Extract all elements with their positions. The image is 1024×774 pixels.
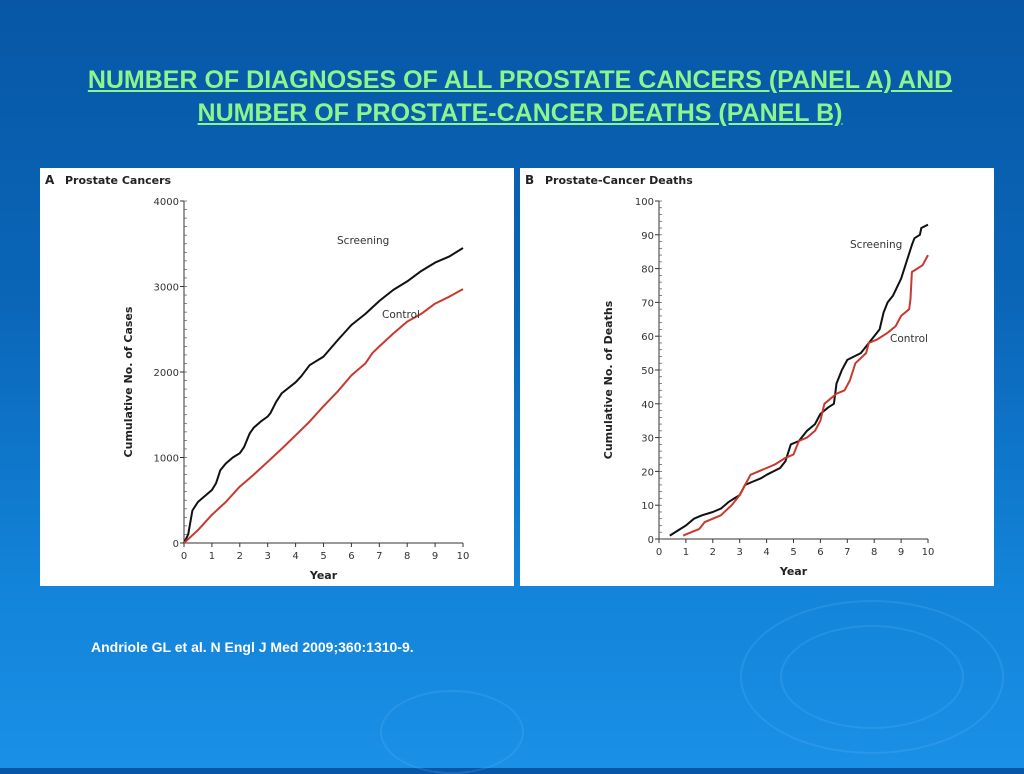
x-tick-label: 4 xyxy=(763,547,769,558)
y-axis-label: Cumulative No. of Cases xyxy=(122,306,135,457)
x-tick-label: 1 xyxy=(209,551,215,562)
series-label-control: Control xyxy=(382,309,420,321)
x-tick-label: 8 xyxy=(871,547,877,558)
decorative-ripple xyxy=(780,625,964,729)
x-tick-label: 2 xyxy=(237,551,243,562)
y-tick-label: 30 xyxy=(641,434,654,445)
y-tick-label: 20 xyxy=(641,467,654,478)
y-tick-label: 60 xyxy=(641,332,654,343)
series-line-control xyxy=(183,288,464,544)
panel-letter: B xyxy=(525,173,534,187)
y-tick-label: 10 xyxy=(641,501,654,512)
panel-letter: A xyxy=(45,173,55,187)
y-tick-label: 0 xyxy=(173,539,179,550)
series-line-control xyxy=(682,254,929,537)
x-tick-label: 9 xyxy=(432,551,438,562)
y-tick-label: 2000 xyxy=(154,368,179,379)
slide-title: NUMBER OF DIAGNOSES OF ALL PROSTATE CANC… xyxy=(20,64,1020,130)
x-axis-label: Year xyxy=(309,569,338,582)
x-tick-label: 7 xyxy=(376,551,382,562)
x-tick-label: 5 xyxy=(790,547,796,558)
x-tick-label: 1 xyxy=(683,547,689,558)
x-tick-label: 6 xyxy=(817,547,823,558)
chart-svg: B Prostate-Cancer Deaths01020304050607080… xyxy=(525,173,935,578)
series-label-control: Control xyxy=(890,333,928,345)
chart-title: Prostate Cancers xyxy=(65,174,172,187)
y-tick-label: 0 xyxy=(648,535,654,546)
x-tick-label: 0 xyxy=(656,547,662,558)
x-tick-label: 9 xyxy=(898,547,904,558)
x-axis-label: Year xyxy=(779,565,808,578)
x-tick-label: 5 xyxy=(320,551,326,562)
x-tick-label: 8 xyxy=(404,551,410,562)
y-axis-label: Cumulative No. of Deaths xyxy=(602,300,615,459)
y-tick-label: 90 xyxy=(641,231,654,242)
x-tick-label: 7 xyxy=(844,547,850,558)
series-line-screening xyxy=(183,247,464,544)
y-tick-label: 80 xyxy=(641,265,654,276)
slide-title-line-1: NUMBER OF DIAGNOSES OF ALL PROSTATE CANC… xyxy=(87,66,953,94)
series-line-screening xyxy=(669,223,929,537)
x-tick-label: 10 xyxy=(922,547,935,558)
y-tick-label: 50 xyxy=(641,366,654,377)
chart-title: Prostate-Cancer Deaths xyxy=(545,174,693,187)
y-tick-label: 3000 xyxy=(154,283,179,294)
chart-svg: A Prostate Cancers 0 1000 2000 3000 4000 0 1 2 3 4 5… xyxy=(45,173,470,582)
x-tick-label: 2 xyxy=(710,547,716,558)
x-tick-label: 6 xyxy=(348,551,354,562)
y-tick-label: 100 xyxy=(635,197,654,208)
series-label-screening: Screening xyxy=(850,239,902,251)
slide-title-line-2: NUMBER OF PROSTATE-CANCER DEATHS (PANEL … xyxy=(197,99,843,127)
panel-b-chart: B Prostate-Cancer Deaths 0 10 20 30 40 50 60 70 80… xyxy=(520,168,994,586)
x-tick-label: 3 xyxy=(737,547,743,558)
y-tick-label: 70 xyxy=(641,298,654,309)
y-tick-label: 40 xyxy=(641,400,654,411)
decorative-ripple xyxy=(740,600,1004,754)
x-tick-label: 3 xyxy=(265,551,271,562)
decorative-ripple xyxy=(380,690,524,774)
panel-a-chart: A Prostate Cancers 0 1000 2000 3000 4000 0 1 2 3 4 5… xyxy=(40,168,514,586)
x-tick-label: 0 xyxy=(181,551,187,562)
citation: Andriole GL et al. N Engl J Med 2009;360… xyxy=(91,639,414,655)
x-tick-label: 4 xyxy=(292,551,298,562)
series-label-screening: Screening xyxy=(337,235,389,247)
y-tick-label: 4000 xyxy=(154,197,179,208)
x-tick-label: 10 xyxy=(457,551,470,562)
y-tick-label: 1000 xyxy=(154,454,179,465)
